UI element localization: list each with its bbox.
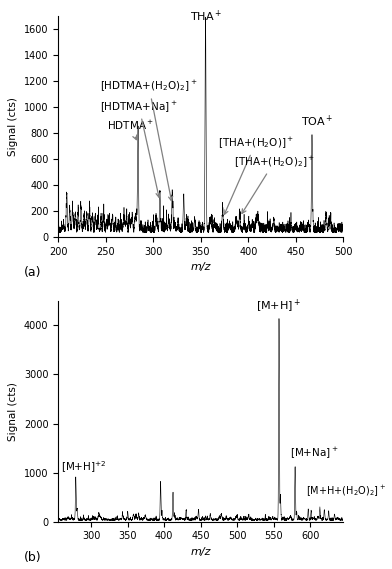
Y-axis label: Signal (cts): Signal (cts) <box>8 97 18 156</box>
Text: [THA+(H$_2$O)]$^+$: [THA+(H$_2$O)]$^+$ <box>218 135 294 215</box>
Text: [M+H+(H$_2$O)$_2$]$^+$: [M+H+(H$_2$O)$_2$]$^+$ <box>306 483 386 498</box>
Text: [M+H]$^{+2}$: [M+H]$^{+2}$ <box>61 459 107 475</box>
X-axis label: m/z: m/z <box>191 262 211 273</box>
Text: [M+Na]$^+$: [M+Na]$^+$ <box>290 446 339 460</box>
Text: [M+H]$^+$: [M+H]$^+$ <box>256 298 301 315</box>
Text: (b): (b) <box>24 551 42 563</box>
Text: HDTMA$^+$: HDTMA$^+$ <box>107 119 154 139</box>
Text: TOA$^+$: TOA$^+$ <box>301 114 333 129</box>
Text: [THA+(H$_2$O)$_2$]$^+$: [THA+(H$_2$O)$_2$]$^+$ <box>234 154 315 213</box>
Text: THA$^+$: THA$^+$ <box>189 9 221 24</box>
X-axis label: m/z: m/z <box>191 547 211 557</box>
Text: (a): (a) <box>24 266 42 279</box>
Text: [HDTMA+(H$_2$O)$_2$]$^+$: [HDTMA+(H$_2$O)$_2$]$^+$ <box>100 79 198 201</box>
Text: [HDTMA+Na]$^+$: [HDTMA+Na]$^+$ <box>100 98 178 197</box>
Y-axis label: Signal (cts): Signal (cts) <box>8 382 18 440</box>
